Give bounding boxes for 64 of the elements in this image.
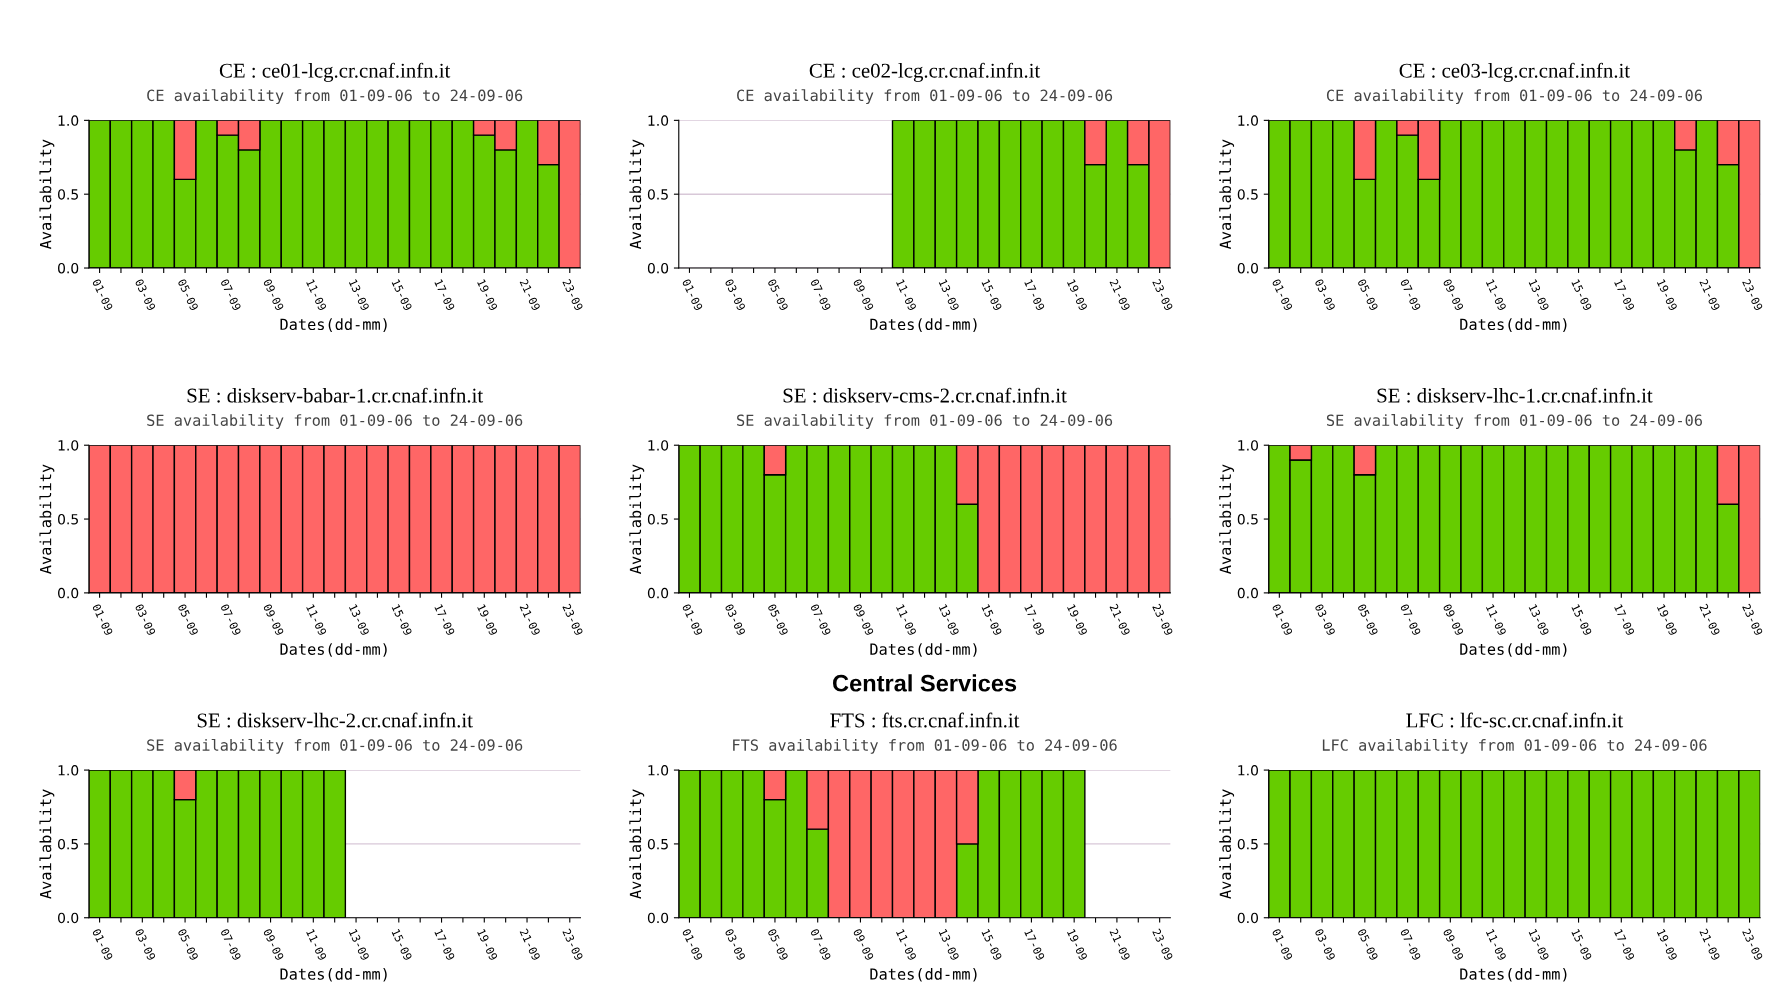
- y-tick-label: 0.0: [647, 587, 669, 599]
- y-tick-label: 0.0: [1237, 587, 1259, 599]
- chart-subtitle: SE availability from 01-09-06 to 24-09-06: [1326, 414, 1703, 429]
- y-tick-label: 1.0: [1238, 115, 1259, 126]
- y-axis-title: Availability: [629, 139, 645, 250]
- y-tick-label: 0.0: [58, 587, 79, 599]
- x-axis-title: Dates(dd-mm): [280, 643, 387, 657]
- y-tick-label: 0.5: [1237, 514, 1258, 525]
- x-axis-title: Dates(dd-mm): [870, 318, 977, 332]
- y-tick-label: 0.0: [58, 912, 79, 924]
- y-tick-label: 0.5: [58, 838, 78, 850]
- y-axis-title: Availability: [629, 789, 645, 899]
- x-axis-title: Dates(dd-mm): [1460, 967, 1567, 982]
- y-tick-label: 0.0: [647, 912, 669, 924]
- x-axis-title: Dates(dd-mm): [870, 967, 977, 982]
- chart-title: SE : diskserv-lhc-1.cr.cnaf.infn.it: [1377, 387, 1653, 403]
- y-tick-label: 1.0: [1238, 440, 1259, 451]
- y-axis-title: Availability: [39, 789, 55, 899]
- chart-subtitle: SE availability from 01-09-06 to 24-09-06: [147, 738, 523, 754]
- y-tick-label: 0.0: [58, 262, 79, 274]
- y-axis-title: Availability: [1219, 464, 1235, 574]
- x-axis-title: Dates(dd-mm): [1460, 643, 1567, 657]
- x-axis-title: Dates(dd-mm): [280, 967, 387, 982]
- y-tick-label: 1.0: [58, 440, 79, 451]
- y-tick-label: 1.0: [648, 440, 669, 451]
- y-tick-label: 0.5: [647, 838, 668, 850]
- x-axis-title: Dates(dd-mm): [280, 318, 387, 332]
- chart-title: FTS : fts.cr.cnaf.infn.it: [830, 712, 1020, 728]
- chart-title: SE : diskserv-lhc-2.cr.cnaf.infn.it: [197, 712, 473, 728]
- y-tick-label: 1.0: [648, 115, 669, 126]
- y-axis-title: Availability: [39, 464, 55, 574]
- y-tick-label: 0.0: [647, 262, 669, 274]
- y-tick-label: 0.5: [58, 514, 78, 525]
- chart-subtitle: SE availability from 01-09-06 to 24-09-06: [737, 414, 1113, 429]
- chart-subtitle: CE availability from 01-09-06 to 24-09-06: [737, 89, 1113, 105]
- y-tick-label: 1.0: [58, 765, 79, 776]
- y-tick-label: 0.5: [58, 189, 78, 200]
- y-tick-label: 0.5: [647, 189, 668, 200]
- chart-title: CE : ce03-lcg.cr.cnaf.infn.it: [1399, 62, 1631, 82]
- y-axis-title: Availability: [39, 139, 55, 250]
- chart-subtitle: SE availability from 01-09-06 to 24-09-06: [147, 414, 523, 429]
- y-tick-label: 0.5: [647, 514, 668, 525]
- chart-title: CE : ce01-lcg.cr.cnaf.infn.it: [219, 62, 451, 82]
- y-tick-label: 0.0: [1237, 262, 1259, 274]
- y-tick-label: 0.0: [1237, 912, 1259, 924]
- y-tick-label: 1.0: [58, 115, 79, 126]
- chart-title: SE : diskserv-cms-2.cr.cnaf.infn.it: [783, 387, 1067, 403]
- y-axis-title: Availability: [629, 464, 645, 574]
- text: Central Services: [833, 674, 1017, 692]
- y-axis-title: Availability: [1219, 139, 1235, 250]
- chart-title: SE : diskserv-babar-1.cr.cnaf.infn.it: [187, 387, 484, 403]
- y-tick-label: 0.5: [1237, 189, 1258, 200]
- y-axis-title: Availability: [1219, 789, 1235, 899]
- chart-title: CE : ce02-lcg.cr.cnaf.infn.it: [809, 62, 1041, 82]
- y-tick-label: 1.0: [648, 765, 669, 776]
- chart-subtitle: CE availability from 01-09-06 to 24-09-06: [147, 89, 523, 105]
- x-axis-title: Dates(dd-mm): [870, 643, 977, 657]
- x-axis-title: Dates(dd-mm): [1460, 318, 1567, 332]
- chart-title: LFC : lfc-sc.cr.cnaf.infn.it: [1406, 712, 1624, 728]
- chart-subtitle: CE availability from 01-09-06 to 24-09-06: [1326, 89, 1703, 105]
- chart-subtitle: FTS availability from 01-09-06 to 24-09-06: [733, 738, 1117, 754]
- y-tick-label: 0.5: [1237, 838, 1258, 850]
- y-tick-label: 1.0: [1238, 765, 1259, 776]
- chart-subtitle: LFC availability from 01-09-06 to 24-09-06: [1322, 738, 1707, 754]
